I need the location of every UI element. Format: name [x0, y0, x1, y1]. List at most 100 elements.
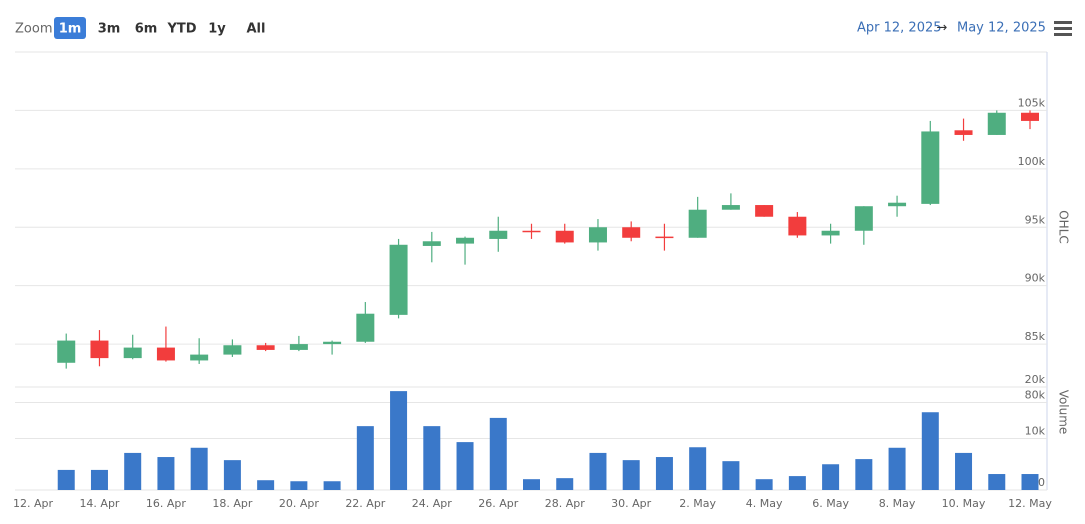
x-tick-label: 10. May: [942, 497, 986, 510]
date-from[interactable]: Apr 12, 2025: [857, 21, 942, 36]
y-tick-label: 105k: [1018, 96, 1046, 109]
zoom-button[interactable]: 1m: [59, 22, 82, 37]
candle-body: [57, 340, 76, 363]
candle-body: [555, 230, 574, 243]
volume-bar: [323, 481, 341, 490]
volume-bar: [124, 452, 142, 490]
candle-body: [190, 354, 209, 361]
x-tick-label: 30. Apr: [611, 497, 651, 510]
candle-body: [256, 345, 275, 350]
y-tick-label: 80k: [1025, 389, 1046, 402]
x-tick-label: 6. May: [812, 497, 849, 510]
y-tick-label: 20k: [1025, 373, 1046, 386]
x-tick-label: 14. Apr: [79, 497, 119, 510]
x-tick-label: 22. Apr: [345, 497, 385, 510]
x-tick-label: 28. Apr: [545, 497, 585, 510]
volume-bar: [456, 442, 474, 490]
volume-bar: [655, 457, 673, 490]
volume-bar: [788, 476, 806, 490]
zoom-label: Zoom: [15, 22, 52, 37]
candle-body: [721, 205, 740, 210]
date-to[interactable]: May 12, 2025: [957, 21, 1046, 36]
candle-body: [422, 241, 441, 246]
x-tick-label: 2. May: [679, 497, 716, 510]
candle-body: [688, 209, 707, 238]
candle-body: [356, 313, 375, 342]
candle-body: [987, 112, 1006, 135]
x-tick-label: 12. Apr: [13, 497, 53, 510]
volume-bar: [489, 417, 507, 490]
candle-body: [854, 206, 873, 231]
candle-body: [655, 236, 674, 239]
candle-body: [456, 237, 475, 244]
candle-body: [156, 347, 175, 361]
candle-body: [323, 341, 342, 345]
volume-bar: [822, 464, 840, 490]
candle-body: [921, 131, 940, 204]
candle-body: [489, 230, 508, 239]
candle-body: [389, 244, 408, 315]
candle-body: [223, 345, 242, 355]
y-tick-label: 0: [1038, 476, 1045, 489]
volume-bar: [955, 452, 973, 490]
y-tick-label: 85k: [1025, 330, 1046, 343]
menu-button[interactable]: [1054, 21, 1072, 36]
volume-bar: [90, 469, 108, 490]
zoom-button[interactable]: 6m: [135, 22, 158, 37]
x-tick-label: 24. Apr: [412, 497, 452, 510]
volume-bar: [157, 457, 175, 490]
candle-body: [588, 227, 607, 243]
candle-body: [755, 205, 774, 217]
candle-body: [1021, 112, 1039, 121]
zoom-button[interactable]: YTD: [166, 22, 196, 37]
volume-bar: [722, 461, 740, 490]
volume-bar: [1021, 474, 1039, 490]
date-arrow: →: [937, 21, 948, 36]
volume-bar: [423, 426, 441, 490]
candle-body: [123, 347, 142, 359]
candle-body: [522, 230, 541, 233]
volume-bar: [190, 447, 208, 490]
y-tick-label: 90k: [1025, 272, 1046, 285]
volume-bar: [921, 412, 939, 490]
volume-bar: [356, 426, 374, 490]
candle-body: [90, 340, 109, 359]
menu-bar: [1054, 21, 1072, 24]
candle-body: [788, 216, 807, 236]
candle-body: [289, 344, 308, 350]
y-axis-title: OHLC: [1057, 210, 1071, 244]
zoom-button-bg[interactable]: [54, 17, 86, 39]
x-tick-label: 4. May: [746, 497, 783, 510]
volume-bar: [57, 469, 75, 490]
zoom-button[interactable]: 1y: [208, 22, 226, 37]
menu-bar: [1054, 27, 1072, 30]
volume-bar: [622, 460, 640, 490]
zoom-buttons: 1m 3m 6m YTD 1y All: [54, 17, 265, 39]
candle-body: [888, 202, 907, 207]
menu-bar: [1054, 33, 1072, 36]
candle-body: [821, 230, 840, 236]
y-tick-label: 95k: [1025, 213, 1046, 226]
volume-bar: [589, 452, 607, 490]
candle-body: [622, 227, 641, 238]
y2-axis-title: Volume: [1057, 390, 1071, 435]
x-tick-label: 26. Apr: [478, 497, 518, 510]
volume-bar: [290, 481, 308, 490]
volume-bar: [755, 479, 773, 490]
volume-bar: [257, 480, 275, 490]
candle-body: [954, 130, 973, 135]
volume-bar: [888, 447, 906, 490]
x-tick-label: 8. May: [879, 497, 916, 510]
y-tick-label: 10k: [1025, 425, 1046, 438]
x-tick-label: 18. Apr: [212, 497, 252, 510]
y-tick-label: 100k: [1018, 155, 1046, 168]
volume-bar: [988, 474, 1006, 490]
zoom-button[interactable]: All: [247, 22, 266, 37]
volume-bar: [223, 460, 241, 490]
x-tick-label: 16. Apr: [146, 497, 186, 510]
volume-bar: [689, 447, 707, 490]
zoom-button[interactable]: 3m: [98, 22, 121, 37]
volume-bar: [855, 459, 873, 490]
